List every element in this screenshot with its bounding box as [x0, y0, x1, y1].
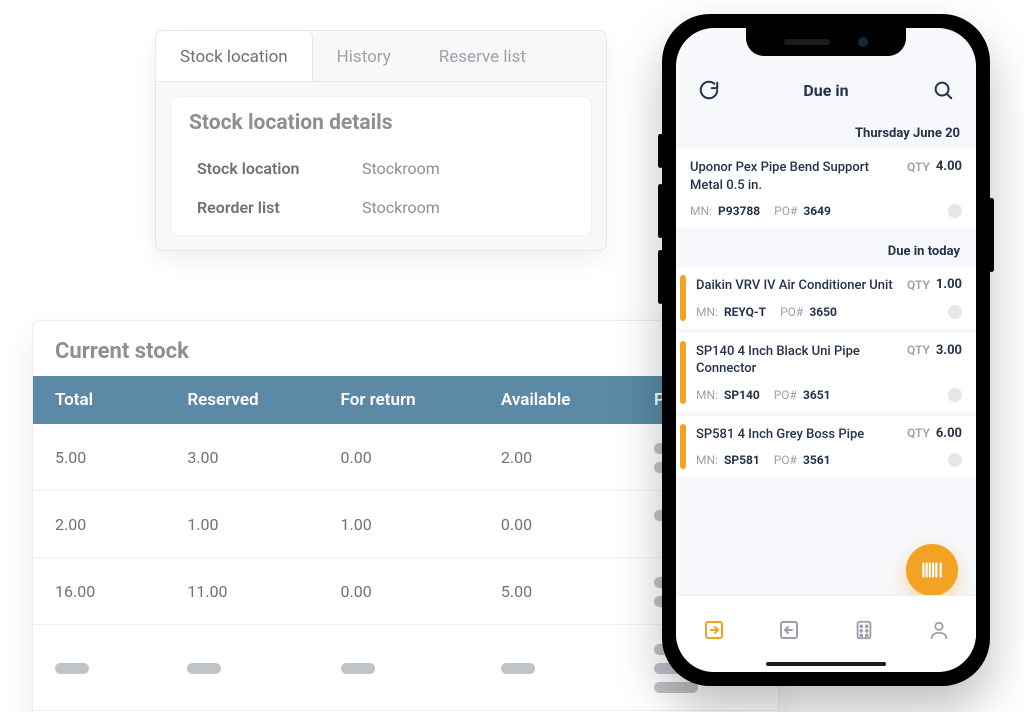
group-header: Due in today: [676, 232, 976, 267]
nav-outbound-icon[interactable]: [775, 616, 803, 644]
po-label: PO#: [774, 388, 797, 402]
item-name: Daikin VRV IV Air Conditioner Unit: [696, 277, 899, 295]
mn-value: SP581: [724, 453, 760, 467]
item-name: Uponor Pex Pipe Bend Support Metal 0.5 i…: [690, 159, 899, 194]
cell-for-return: [327, 625, 487, 711]
detail-row: Stock location Stockroom: [189, 149, 573, 188]
mn-label: MN:: [696, 453, 718, 467]
search-icon[interactable]: [930, 77, 956, 103]
cell-reserved: [173, 625, 326, 711]
detail-label: Reorder list: [197, 198, 362, 217]
cell-reserved: 3.00: [173, 424, 326, 491]
qty-value: 1.00: [936, 277, 962, 292]
phone-side-button: [989, 198, 994, 272]
phone-side-button: [658, 134, 663, 168]
detail-value: Stockroom: [362, 159, 440, 178]
stock-location-card: Stock location History Reserve list Stoc…: [155, 30, 607, 251]
qty-label: QTY: [907, 343, 930, 357]
phone-side-button: [658, 250, 663, 304]
item-name: SP581 4 Inch Grey Boss Pipe: [696, 426, 899, 444]
po-value: 3650: [809, 305, 837, 319]
cell-reserved: 11.00: [173, 558, 326, 625]
cell-for-return: 0.00: [327, 424, 487, 491]
cell-reserved: 1.00: [173, 491, 326, 558]
qty-value: 3.00: [936, 343, 962, 358]
qty-value: 6.00: [936, 426, 962, 441]
scan-barcode-button[interactable]: [906, 544, 958, 596]
detail-label: Stock location: [197, 159, 362, 178]
detail-row: Reorder list Stockroom: [189, 188, 573, 227]
po-label: PO#: [774, 204, 797, 218]
phone-screen: Due in Thursday June 20 Uponor Pex Pipe …: [676, 28, 976, 672]
col-reserved[interactable]: Reserved: [173, 376, 326, 424]
bottom-nav: [676, 595, 976, 672]
app-title: Due in: [803, 81, 848, 100]
item-name: SP140 4 Inch Black Uni Pipe Connector: [696, 343, 899, 378]
cell-for-return: 1.00: [327, 491, 487, 558]
list-item[interactable]: Uponor Pex Pipe Bend Support Metal 0.5 i…: [676, 149, 976, 232]
status-dot-icon: [948, 204, 962, 218]
po-value: 3561: [803, 453, 831, 467]
qty-label: QTY: [907, 278, 930, 292]
cell-for-return: 0.00: [327, 558, 487, 625]
phone-side-button: [658, 184, 663, 238]
nav-inbound-icon[interactable]: [700, 616, 728, 644]
list-item[interactable]: SP140 4 Inch Black Uni Pipe Connector QT…: [676, 333, 976, 416]
col-total[interactable]: Total: [33, 376, 173, 424]
cell-total: [33, 625, 173, 711]
tab-reserve-list[interactable]: Reserve list: [415, 31, 550, 81]
phone-notch: [746, 28, 906, 56]
status-dot-icon: [948, 388, 962, 402]
due-in-list[interactable]: Thursday June 20 Uponor Pex Pipe Bend Su…: [676, 114, 976, 604]
tab-bar: Stock location History Reserve list: [156, 31, 606, 82]
cell-total: 5.00: [33, 424, 173, 491]
qty-value: 4.00: [936, 159, 962, 174]
cell-available: [487, 625, 640, 711]
panel-title: Stock location details: [189, 111, 573, 135]
stock-location-panel: Stock location details Stock location St…: [170, 96, 592, 236]
group-header: Thursday June 20: [676, 114, 976, 149]
cell-total: 2.00: [33, 491, 173, 558]
list-item[interactable]: Daikin VRV IV Air Conditioner Unit QTY 1…: [676, 267, 976, 333]
status-dot-icon: [948, 453, 962, 467]
po-label: PO#: [780, 305, 803, 319]
app-header: Due in: [676, 68, 976, 112]
cell-available: 5.00: [487, 558, 640, 625]
po-value: 3651: [803, 388, 831, 402]
mn-label: MN:: [696, 388, 718, 402]
mn-value: P93788: [718, 204, 760, 218]
phone-mock: Due in Thursday June 20 Uponor Pex Pipe …: [662, 14, 990, 686]
nav-inventory-icon[interactable]: [850, 616, 878, 644]
mn-value: SP140: [724, 388, 760, 402]
tab-history[interactable]: History: [313, 31, 415, 81]
home-indicator: [766, 662, 886, 666]
col-for-return[interactable]: For return: [327, 376, 487, 424]
col-available[interactable]: Available: [487, 376, 640, 424]
mn-value: REYQ-T: [724, 305, 766, 319]
list-item[interactable]: SP581 4 Inch Grey Boss Pipe QTY 6.00 MN:…: [676, 416, 976, 482]
mn-label: MN:: [696, 305, 718, 319]
detail-value: Stockroom: [362, 198, 440, 217]
tab-stock-location[interactable]: Stock location: [156, 31, 313, 81]
qty-label: QTY: [907, 426, 930, 440]
qty-label: QTY: [907, 160, 930, 174]
po-label: PO#: [774, 453, 797, 467]
refresh-icon[interactable]: [696, 77, 722, 103]
status-dot-icon: [948, 305, 962, 319]
cell-available: 2.00: [487, 424, 640, 491]
nav-profile-icon[interactable]: [925, 616, 953, 644]
cell-total: 16.00: [33, 558, 173, 625]
po-value: 3649: [803, 204, 831, 218]
cell-available: 0.00: [487, 491, 640, 558]
mn-label: MN:: [690, 204, 712, 218]
